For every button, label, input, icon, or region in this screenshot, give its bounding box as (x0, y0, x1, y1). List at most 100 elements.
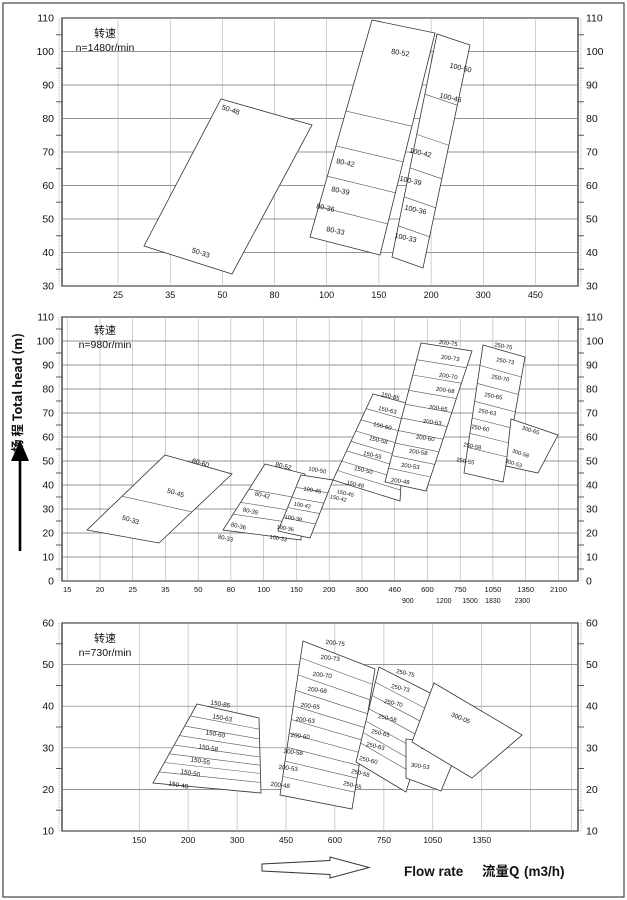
svg-text:80: 80 (586, 384, 598, 396)
svg-text:60: 60 (42, 618, 54, 630)
svg-text:300: 300 (356, 585, 369, 594)
svg-text:10: 10 (586, 552, 598, 564)
svg-text:70: 70 (586, 147, 598, 159)
svg-text:40: 40 (42, 247, 54, 259)
svg-text:100: 100 (257, 585, 270, 594)
svg-text:50: 50 (42, 214, 54, 226)
svg-text:1830: 1830 (485, 598, 501, 605)
svg-text:110: 110 (37, 13, 54, 25)
svg-text:转速: 转速 (94, 25, 116, 41)
svg-text:70: 70 (42, 408, 54, 420)
svg-text:40: 40 (586, 247, 598, 259)
svg-text:0: 0 (586, 576, 592, 588)
svg-text:20: 20 (42, 528, 54, 540)
svg-text:450: 450 (528, 290, 543, 300)
svg-text:10: 10 (42, 552, 54, 564)
svg-text:100: 100 (586, 46, 604, 58)
svg-text:15: 15 (63, 585, 71, 594)
svg-text:110: 110 (586, 13, 603, 25)
svg-text:30: 30 (586, 281, 598, 293)
svg-text:80: 80 (586, 113, 598, 125)
svg-text:20: 20 (42, 784, 54, 796)
svg-text:1500: 1500 (462, 598, 478, 605)
svg-text:80: 80 (227, 585, 235, 594)
svg-text:300: 300 (230, 835, 244, 845)
svg-text:80: 80 (42, 384, 54, 396)
svg-text:100: 100 (36, 336, 54, 348)
svg-text:扬 程 Total head (m): 扬 程 Total head (m) (7, 333, 26, 452)
svg-text:40: 40 (586, 480, 598, 492)
svg-text:80: 80 (42, 113, 54, 125)
svg-text:90: 90 (586, 80, 598, 92)
svg-text:60: 60 (586, 180, 598, 192)
svg-text:50: 50 (586, 214, 598, 226)
svg-text:50: 50 (42, 659, 54, 671)
svg-text:n=1480r/min: n=1480r/min (76, 42, 135, 54)
svg-text:110: 110 (586, 312, 603, 324)
svg-text:150: 150 (132, 835, 146, 845)
svg-text:2100: 2100 (550, 585, 567, 594)
svg-text:60: 60 (586, 618, 598, 630)
svg-text:460: 460 (388, 585, 401, 594)
svg-text:1200: 1200 (436, 598, 452, 605)
svg-text:100: 100 (586, 336, 604, 348)
svg-text:200: 200 (181, 835, 195, 845)
svg-text:1350: 1350 (472, 835, 491, 845)
svg-text:0: 0 (48, 576, 54, 588)
svg-text:50: 50 (586, 456, 598, 468)
svg-text:2300: 2300 (515, 598, 531, 605)
svg-text:25: 25 (128, 585, 136, 594)
svg-text:20: 20 (586, 784, 598, 796)
svg-text:10: 10 (42, 826, 54, 838)
svg-text:25: 25 (113, 290, 123, 300)
svg-text:600: 600 (328, 835, 342, 845)
svg-text:50: 50 (194, 585, 202, 594)
svg-text:20: 20 (586, 528, 598, 540)
svg-text:20: 20 (96, 585, 104, 594)
svg-text:1350: 1350 (517, 585, 534, 594)
svg-text:90: 90 (42, 360, 54, 372)
svg-text:80: 80 (269, 290, 279, 300)
svg-text:35: 35 (161, 585, 169, 594)
svg-text:转速: 转速 (94, 322, 116, 338)
svg-text:35: 35 (165, 290, 175, 300)
svg-text:30: 30 (586, 504, 598, 516)
svg-text:n=980r/min: n=980r/min (79, 339, 132, 351)
svg-text:110: 110 (37, 312, 54, 324)
svg-text:70: 70 (42, 147, 54, 159)
svg-text:流量Q: 流量Q (482, 860, 520, 880)
svg-text:30: 30 (42, 281, 54, 293)
svg-text:150: 150 (371, 290, 386, 300)
svg-text:90: 90 (42, 80, 54, 92)
svg-text:30: 30 (42, 504, 54, 516)
svg-text:60: 60 (42, 432, 54, 444)
svg-text:1050: 1050 (484, 585, 501, 594)
svg-text:750: 750 (377, 835, 391, 845)
svg-text:600: 600 (421, 585, 434, 594)
svg-text:40: 40 (586, 701, 598, 713)
svg-text:Flow rate: Flow rate (404, 864, 464, 879)
svg-text:90: 90 (586, 360, 598, 372)
svg-text:200: 200 (424, 290, 439, 300)
svg-text:900: 900 (402, 598, 414, 605)
svg-text:60: 60 (42, 180, 54, 192)
svg-text:200: 200 (323, 585, 336, 594)
svg-text:150: 150 (290, 585, 303, 594)
svg-text:50: 50 (586, 659, 598, 671)
svg-text:40: 40 (42, 480, 54, 492)
svg-text:40: 40 (42, 701, 54, 713)
svg-text:100: 100 (319, 290, 334, 300)
svg-text:50: 50 (217, 290, 227, 300)
svg-text:50: 50 (42, 456, 54, 468)
svg-text:10: 10 (586, 826, 598, 838)
svg-text:750: 750 (454, 585, 467, 594)
svg-text:60: 60 (586, 432, 598, 444)
svg-text:100: 100 (36, 46, 54, 58)
svg-text:1050: 1050 (423, 835, 442, 845)
svg-text:n=730r/min: n=730r/min (79, 647, 132, 659)
svg-text:30: 30 (42, 742, 54, 754)
svg-text:450: 450 (279, 835, 293, 845)
svg-text:70: 70 (586, 408, 598, 420)
svg-text:30: 30 (586, 742, 598, 754)
svg-text:转速: 转速 (94, 630, 116, 646)
